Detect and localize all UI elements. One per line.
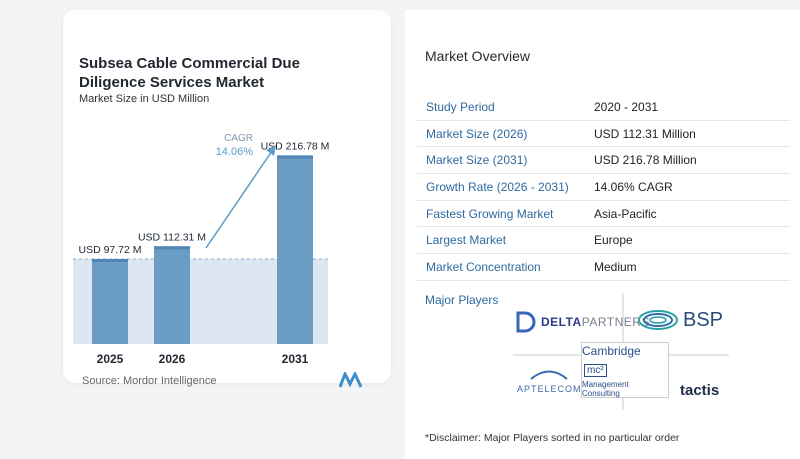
mordor-logo-icon [339,372,363,388]
table-row: Largest Market Europe [417,227,790,255]
major-players-title: Major Players [425,293,499,307]
row-label: Study Period [426,99,495,114]
cambridge-mc2-logo: Cambridge mc² Management Consulting [581,342,669,398]
row-label: Growth Rate (2026 - 2031) [426,179,569,194]
disclaimer: *Disclaimer: Major Players sorted in no … [425,432,680,444]
table-row: Growth Rate (2026 - 2031) 14.06% CAGR [417,174,790,201]
cagr-label: CAGR [224,133,253,144]
tactis-logo: tactis [680,382,720,399]
x-tick-label: 2031 [282,352,309,366]
row-label: Market Concentration [426,259,541,274]
data-label: USD 97.72 M [78,244,141,256]
data-label: USD 112.31 M [138,231,206,243]
chart-title: Subsea Cable Commercial Due Diligence Se… [79,55,300,91]
delta-partners-text-b: PARTNERS [581,315,650,329]
table-row: Fastest Growing Market Asia-Pacific [417,201,790,228]
bar-cap-2031 [277,155,313,159]
overview-table: Study Period 2020 - 2031 Market Size (20… [417,94,790,281]
aptelecom-text: APTELECOM [517,384,582,394]
bsp-swirl-icon [638,310,678,330]
table-row: Market Concentration Medium [417,254,790,281]
table-row: Market Size (2031) USD 216.78 Million [417,147,790,175]
delta-d-icon [516,311,536,333]
bsp-logo: BSP [637,308,723,332]
row-value: Europe [594,233,633,248]
delta-partners-logo: DELTA PARTNERS [515,307,650,337]
bar-cap-2025 [92,258,128,262]
source-note: Source: Mordor Intelligence [82,375,217,387]
row-label: Largest Market [426,233,507,248]
chart-subtitle: Market Size in USD Million [79,93,210,105]
row-value: 2020 - 2031 [594,99,659,114]
chart-card: Subsea Cable Commercial Due Diligence Se… [63,10,391,388]
cambridge-mc2-mark: mc² [584,364,607,377]
bar-2026 [154,246,190,344]
growth-arrow-line [205,150,273,249]
row-value: 14.06% CAGR [594,179,673,194]
row-value: USD 112.31 Million [594,126,696,141]
cambridge-line-1: Cambridge mc² [582,342,668,378]
row-label: Fastest Growing Market [426,206,554,221]
bar-2025 [92,258,128,344]
row-label: Market Size (2031) [426,153,528,168]
aptelecom-logo: APTELECOM [517,368,582,394]
delta-partners-text-a: DELTA [541,315,582,329]
management-consulting-text: Management Consulting [582,380,629,398]
row-value: USD 216.78 Million [594,153,697,168]
overview-title: Market Overview [425,48,531,64]
data-label: USD 216.78 M [261,140,330,152]
row-value: Medium [594,259,637,274]
row-value: Asia-Pacific [594,206,657,221]
cambridge-text: Cambridge [582,344,641,358]
growth-arrow-head [266,145,276,156]
aptelecom-arc-icon [530,370,568,380]
bar-2031 [277,155,313,344]
x-tick-label: 2026 [159,352,186,366]
player-logo-dividers [513,293,729,410]
bar-cap-2026 [154,246,190,250]
row-label: Market Size (2026) [426,126,528,141]
x-tick-label: 2025 [97,352,124,366]
cagr-value: 14.06% [216,146,254,158]
overview-panel: Market Overview Study Period 2020 - 2031… [405,10,800,459]
table-row: Market Size (2026) USD 112.31 Million [417,121,790,148]
table-row: Study Period 2020 - 2031 [417,94,790,121]
bsp-text: BSP [683,308,724,331]
bar-chart: USD 97.72 M 2025 USD 112.31 M 2026 USD 216.7… [73,133,330,366]
